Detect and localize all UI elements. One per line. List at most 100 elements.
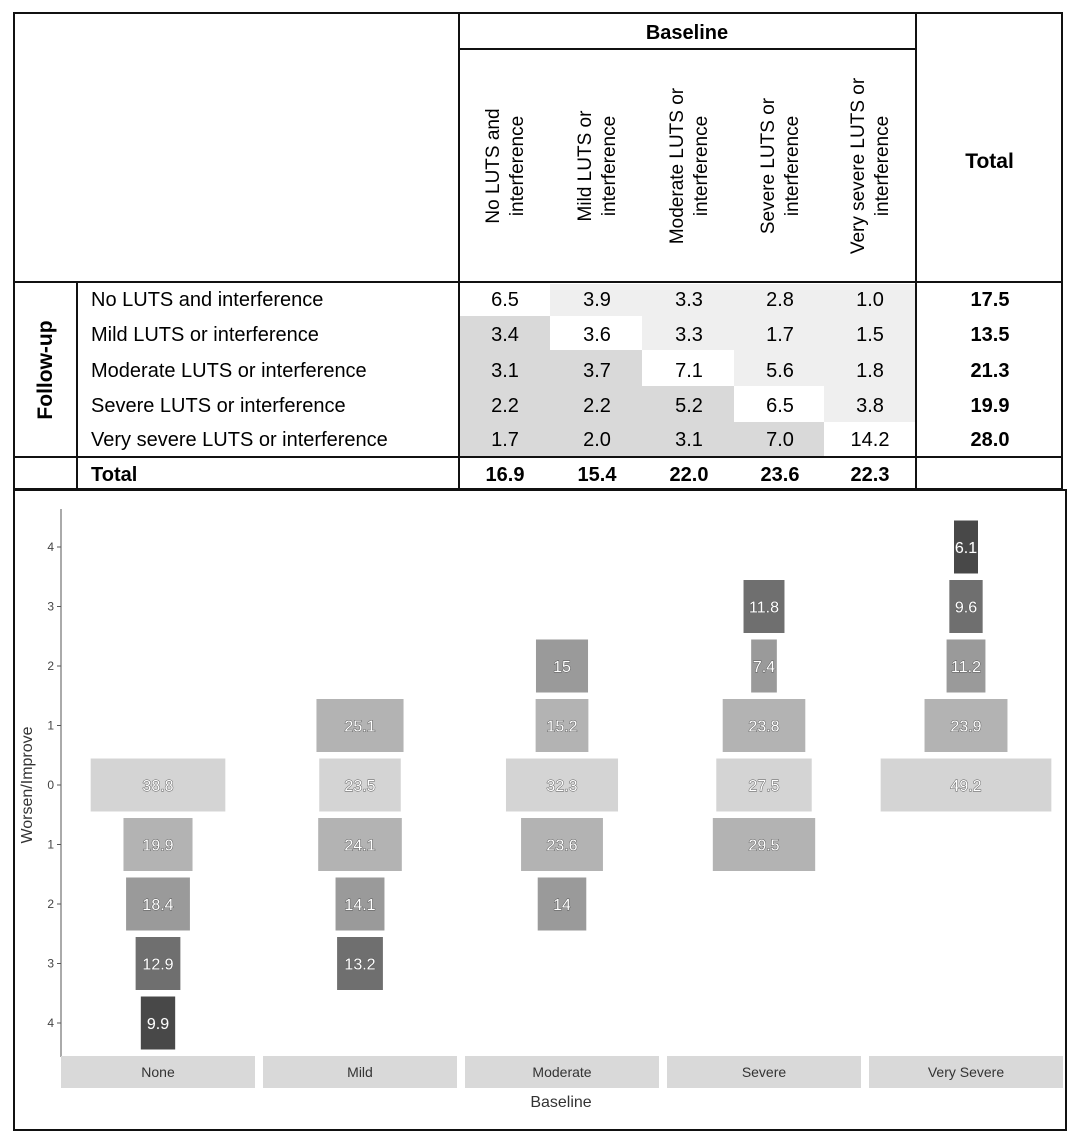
bar <box>90 758 226 812</box>
y-tick-label: 2 <box>47 659 54 673</box>
shade-col1 <box>458 316 550 458</box>
bar <box>722 699 806 752</box>
bar <box>946 639 986 693</box>
category-strip <box>465 1056 659 1088</box>
bar-data-label: 9.9 <box>147 1016 169 1033</box>
bar <box>949 580 983 633</box>
bar <box>954 520 978 574</box>
category-strip <box>263 1056 457 1088</box>
bar <box>123 818 193 871</box>
table-cell: 3.6 <box>583 324 611 346</box>
bar <box>316 699 404 752</box>
row-label: No LUTS and interference <box>91 289 324 311</box>
bar <box>751 639 777 693</box>
table-cell: 3.8 <box>856 395 884 417</box>
column-total: 16.9 <box>485 464 525 486</box>
bar <box>319 758 401 812</box>
bar-data-label: 25.1 <box>344 719 375 736</box>
row-total: 13.5 <box>970 324 1010 346</box>
light-row1 <box>550 284 916 316</box>
category-strip <box>61 1056 255 1088</box>
bar-data-label: 11.2 <box>951 659 981 676</box>
bar <box>712 818 816 871</box>
y-tick-label: 2 <box>47 897 54 911</box>
table-cell: 2.2 <box>491 395 519 417</box>
bar-data-label: 15 <box>553 659 571 676</box>
table-cell: 1.7 <box>766 324 794 346</box>
x-category-label: None <box>141 1064 175 1080</box>
bar-data-label: 9.6 <box>955 600 977 617</box>
bar-data-label: 7.4 <box>753 659 775 676</box>
table-cell: 2.2 <box>583 395 611 417</box>
bar-data-label: 15.2 <box>546 719 577 736</box>
x-category-label: Very Severe <box>928 1064 1004 1080</box>
table-cell: 3.9 <box>583 289 611 311</box>
bar <box>743 580 785 633</box>
table-cell: 3.1 <box>491 360 519 382</box>
bar <box>537 877 587 931</box>
bar-data-label: 19.9 <box>142 838 173 855</box>
bar <box>335 877 385 931</box>
y-tick-label: 0 <box>47 778 54 792</box>
x-category-label: Moderate <box>532 1064 591 1080</box>
x-category-label: Severe <box>742 1064 787 1080</box>
bar <box>126 877 190 931</box>
bar-data-label: 13.2 <box>344 957 375 974</box>
row-label: Mild LUTS or interference <box>91 324 319 346</box>
column-total: 15.4 <box>577 464 617 486</box>
table-cell: 1.8 <box>856 360 884 382</box>
x-category-label: Mild <box>347 1064 373 1080</box>
light-row3 <box>734 350 916 386</box>
col-header-2: Mild LUTS or interference <box>575 110 620 222</box>
bar-data-label: 14 <box>553 897 571 914</box>
table-cell: 5.2 <box>675 395 703 417</box>
bar-data-label: 6.1 <box>955 540 977 557</box>
row-total: 17.5 <box>970 289 1010 311</box>
col-header-4: Severe LUTS or interference <box>758 97 803 235</box>
bar-data-label: 32.3 <box>546 778 577 795</box>
table-cell: 1.0 <box>856 289 884 311</box>
light-row4 <box>824 386 916 422</box>
row-total: 21.3 <box>970 360 1010 382</box>
shade-col4 <box>734 422 824 458</box>
bar <box>880 758 1052 812</box>
table-cell: 1.5 <box>856 324 884 346</box>
table-cell: 14.2 <box>850 429 890 451</box>
bar-data-label: 38.8 <box>142 778 173 795</box>
table-cell: 3.3 <box>675 324 703 346</box>
followup-label: Follow-up <box>34 320 57 420</box>
bar-data-label: 23.5 <box>344 778 375 795</box>
bar <box>535 639 589 693</box>
bar-data-label: 27.5 <box>748 778 779 795</box>
transition-table: Baseline No LUTS and interference Mild LU… <box>13 12 1063 490</box>
bar-data-label: 14.1 <box>344 897 375 914</box>
table-cell: 7.1 <box>675 360 703 382</box>
bar-data-label: 11.8 <box>749 600 779 617</box>
bar <box>521 818 603 871</box>
bar <box>716 758 812 812</box>
table-cell: 6.5 <box>491 289 519 311</box>
category-strip <box>869 1056 1063 1088</box>
col-header-1: No LUTS and interference <box>483 108 528 224</box>
y-tick-label: 4 <box>47 540 54 554</box>
table-cell: 3.7 <box>583 360 611 382</box>
bar-data-label: 18.4 <box>142 897 173 914</box>
row-total: 28.0 <box>970 429 1010 451</box>
column-total: 22.3 <box>850 464 890 486</box>
row-total: 19.9 <box>970 395 1010 417</box>
table-cell: 5.6 <box>766 360 794 382</box>
table-cell: 3.3 <box>675 289 703 311</box>
x-axis-title: Baseline <box>530 1094 591 1111</box>
table-cell: 2.0 <box>583 429 611 451</box>
col-header-5: Very severe LUTS or interference <box>848 77 893 255</box>
table-cell: 3.4 <box>491 324 519 346</box>
table-cell: 2.8 <box>766 289 794 311</box>
y-tick-label: 1 <box>47 838 54 852</box>
table-cell: 6.5 <box>766 395 794 417</box>
row-label: Moderate LUTS or interference <box>91 360 367 382</box>
bar-data-label: 23.9 <box>950 719 981 736</box>
light-row2 <box>642 316 916 350</box>
bar-data-label: 23.8 <box>748 719 779 736</box>
bar-data-label: 29.5 <box>748 838 779 855</box>
total-header: Total <box>965 150 1014 173</box>
